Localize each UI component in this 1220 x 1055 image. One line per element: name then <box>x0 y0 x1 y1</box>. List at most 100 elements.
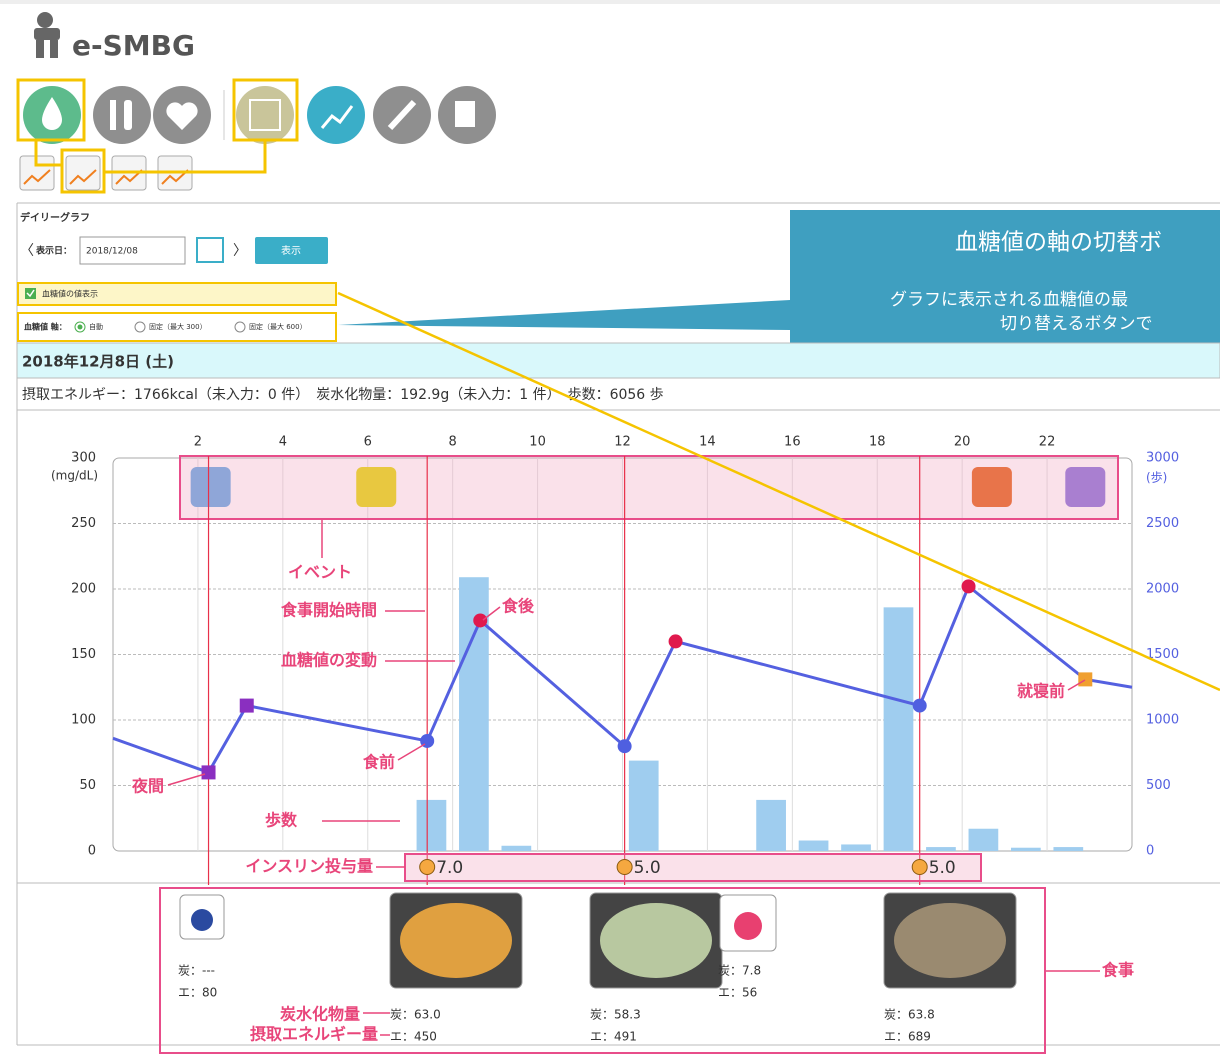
note-icon <box>455 101 475 127</box>
y2-tick-label: 3000 <box>1146 451 1179 466</box>
sub-button[interactable] <box>66 156 100 190</box>
prev-arrow[interactable]: 〈 <box>20 243 34 259</box>
meal-energy: エ：689 <box>884 1030 931 1044</box>
axis-label: 血糖値 軸： <box>24 322 67 332</box>
annotation: 摂取エネルギー量 <box>250 1025 378 1044</box>
annotation: インスリン投与量 <box>245 857 373 876</box>
meal-icon-glyph <box>734 912 762 940</box>
y2-tick-label: 1000 <box>1146 713 1179 728</box>
meal-button[interactable] <box>93 86 151 144</box>
y-tick-label: 0 <box>88 844 96 859</box>
glucose-marker <box>962 579 976 593</box>
step-bar <box>756 800 786 851</box>
event-icon[interactable] <box>191 467 231 507</box>
glucose-marker <box>913 699 927 713</box>
step-bar <box>926 847 956 851</box>
step-bar <box>1053 847 1083 851</box>
section-title: デイリーグラフ <box>20 211 90 224</box>
glucose-marker <box>240 699 254 713</box>
y-axis-label: (mg/dL) <box>51 469 98 483</box>
day-header <box>17 343 1220 378</box>
insulin-band <box>405 854 981 881</box>
y2-tick-label: 2000 <box>1146 582 1179 597</box>
step-bar <box>884 607 914 851</box>
glucose-marker <box>669 634 683 648</box>
event-icon[interactable] <box>972 467 1012 507</box>
y2-tick-label: 0 <box>1146 844 1154 859</box>
radio[interactable] <box>235 322 245 332</box>
glucose-marker <box>202 765 216 779</box>
insulin-label: 7.0 <box>436 858 463 878</box>
glucose-marker <box>618 739 632 753</box>
date-value: 2018/12/08 <box>86 247 138 257</box>
graph-button[interactable] <box>307 86 365 144</box>
event-icon[interactable] <box>356 467 396 507</box>
meal-energy: エ：80 <box>178 986 217 1000</box>
y-tick-label: 200 <box>71 582 96 597</box>
radio-dot <box>78 325 83 330</box>
annotation: 炭水化物量 <box>280 1005 360 1024</box>
next-arrow[interactable]: 〉 <box>233 243 247 259</box>
meal-carb: 炭：--- <box>178 964 215 978</box>
top-edge <box>0 0 1220 4</box>
insulin-label: 5.0 <box>634 858 661 878</box>
x-tick-label: 12 <box>614 435 631 450</box>
glucose-marker <box>1078 672 1092 686</box>
step-bar <box>417 800 447 851</box>
radio[interactable] <box>135 322 145 332</box>
meal-photo-food <box>894 903 1006 978</box>
annotation: イベント <box>288 563 352 582</box>
app-title: e-SMBG <box>72 29 195 62</box>
annotation: 食事 <box>1101 961 1134 980</box>
date-label: 表示日： <box>35 245 72 257</box>
x-tick-label: 16 <box>784 435 801 450</box>
annotation: 夜間 <box>131 777 164 796</box>
annotation: 食事開始時間 <box>280 601 377 620</box>
meal-energy: エ：450 <box>390 1030 437 1044</box>
meal-carb: 炭：63.8 <box>884 1008 935 1022</box>
step-bar <box>629 761 659 851</box>
insulin-label: 5.0 <box>929 858 956 878</box>
x-tick-label: 22 <box>1039 435 1056 450</box>
x-tick-label: 4 <box>279 435 287 450</box>
x-tick-label: 20 <box>954 435 971 450</box>
fork-icon <box>110 100 116 130</box>
y2-tick-label: 2500 <box>1146 516 1179 531</box>
radio-label: 自動 <box>89 322 103 331</box>
x-tick-label: 2 <box>194 435 202 450</box>
checkbox-label: 血糖値の値表示 <box>42 289 98 299</box>
y-tick-label: 150 <box>71 647 96 662</box>
radio-label: 固定（最大 600） <box>249 322 307 331</box>
x-tick-label: 6 <box>364 435 372 450</box>
annotation: 就寝前 <box>1017 682 1065 701</box>
x-tick-label: 8 <box>449 435 457 450</box>
callout-text: グラフに表示される血糖値の最 <box>890 290 1128 310</box>
meal-carb: 炭：7.8 <box>718 964 761 978</box>
insulin-marker <box>420 860 435 875</box>
y-tick-label: 50 <box>79 778 96 793</box>
x-tick-label: 14 <box>699 435 716 450</box>
calendar-button[interactable] <box>236 86 294 144</box>
knife-icon <box>124 100 132 130</box>
step-bar <box>969 829 999 851</box>
meal-photo-food <box>600 903 712 978</box>
callout-title: 血糖値の軸の切替ボ <box>955 230 1162 256</box>
x-tick-label: 18 <box>869 435 886 450</box>
y2-axis-label: (歩) <box>1146 470 1167 485</box>
step-bar <box>501 846 531 851</box>
event-icon[interactable] <box>1065 467 1105 507</box>
insulin-marker <box>912 860 927 875</box>
y-tick-label: 250 <box>71 516 96 531</box>
x-tick-label: 10 <box>529 435 546 450</box>
day-title: 2018年12月8日 (土) <box>22 353 174 371</box>
meal-icon-glyph <box>191 909 213 931</box>
y-tick-label: 100 <box>71 713 96 728</box>
step-bar <box>799 841 829 851</box>
step-bar <box>1011 848 1041 851</box>
y2-tick-label: 500 <box>1146 778 1171 793</box>
callout-text: 切り替えるボタンで <box>1000 314 1153 334</box>
annotation: 食前 <box>362 753 395 772</box>
meal-energy: エ：56 <box>718 986 757 1000</box>
annotation: 食後 <box>501 597 535 616</box>
meal-carb: 炭：58.3 <box>590 1008 641 1022</box>
